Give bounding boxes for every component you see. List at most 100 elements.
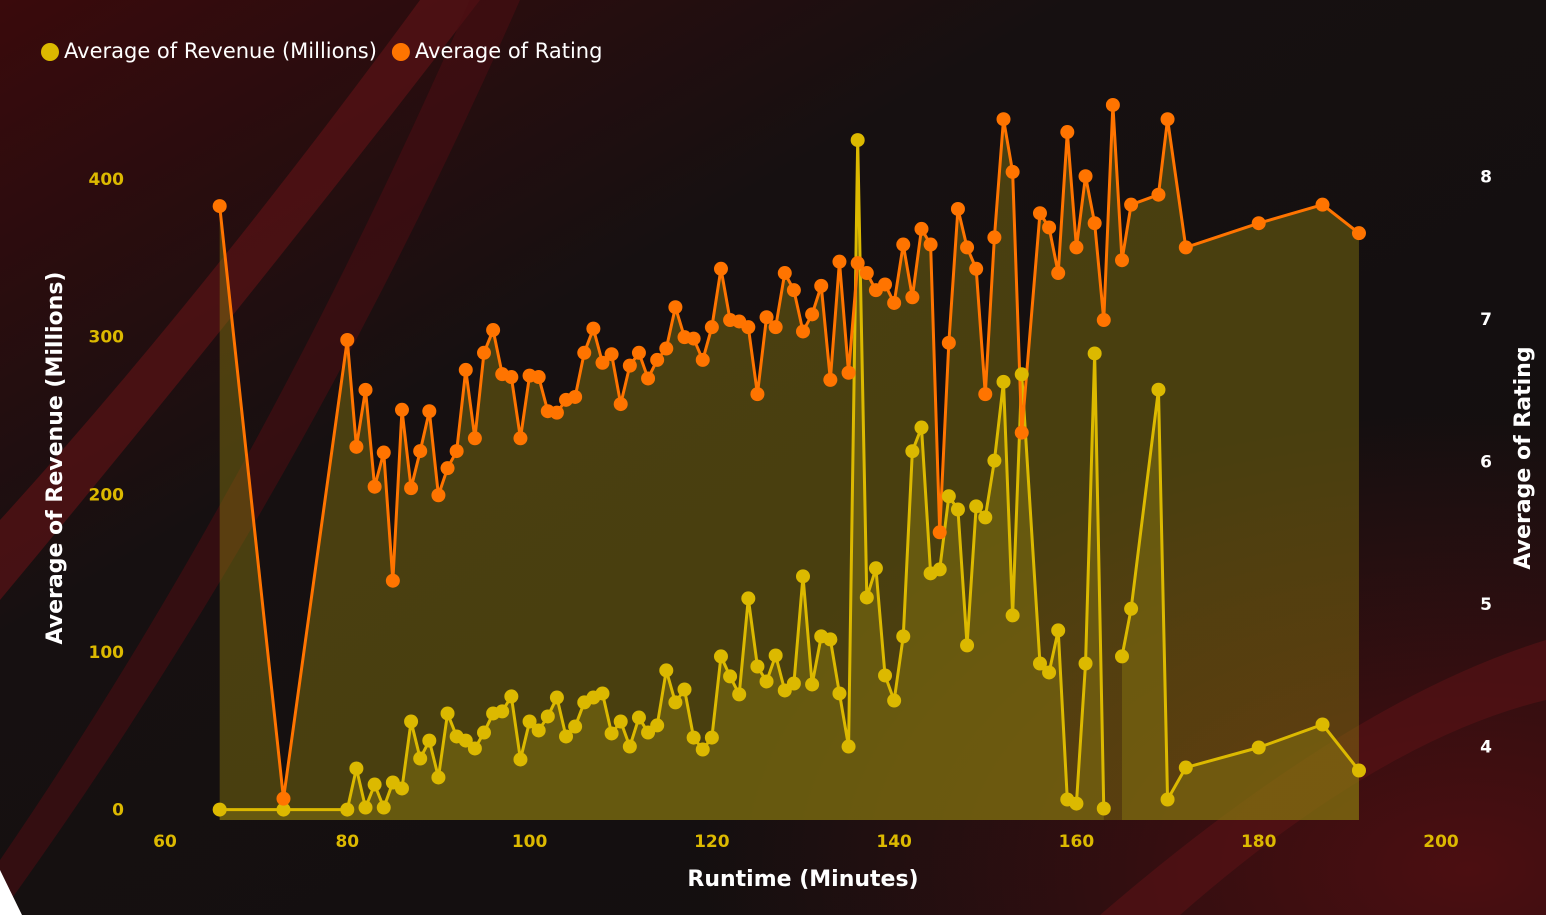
- data-point: [923, 237, 938, 252]
- data-point: [422, 404, 437, 419]
- data-point: [978, 387, 993, 402]
- series-area: [219, 104, 1359, 821]
- y-tick-label: 100: [89, 643, 125, 663]
- data-point: [394, 781, 409, 796]
- data-point: [996, 112, 1011, 127]
- data-point: [786, 676, 801, 691]
- data-point: [723, 669, 738, 684]
- data-point: [650, 718, 665, 733]
- x-tick-label: 200: [1423, 832, 1459, 852]
- data-point: [859, 266, 874, 281]
- data-point: [960, 638, 975, 653]
- series-area: [1122, 389, 1359, 820]
- x-tick-label: 180: [1241, 832, 1277, 852]
- data-point: [1115, 253, 1129, 268]
- data-point: [1069, 240, 1084, 255]
- data-point: [1124, 601, 1139, 616]
- x-tick-label: 80: [335, 832, 359, 852]
- data-point: [1151, 382, 1166, 397]
- data-point: [504, 370, 519, 385]
- data-point: [1124, 197, 1139, 212]
- x-tick-label: 100: [512, 832, 548, 852]
- data-point: [796, 324, 810, 339]
- data-point: [1315, 197, 1330, 212]
- decor-swoosh: [0, 0, 520, 915]
- data-point: [613, 714, 628, 729]
- y-axis-title: Average of Revenue (Millions): [43, 272, 68, 645]
- data-point: [413, 751, 428, 766]
- x-tick-label: 140: [876, 832, 912, 852]
- data-point: [1042, 665, 1057, 680]
- data-point: [1351, 226, 1366, 241]
- data-point: [1115, 649, 1129, 664]
- data-point: [941, 335, 956, 350]
- data-point: [905, 290, 920, 305]
- data-point: [1014, 425, 1029, 440]
- data-point: [631, 345, 646, 360]
- data-point: [477, 725, 491, 740]
- data-point: [522, 714, 537, 729]
- data-point: [467, 431, 482, 446]
- data-point: [568, 719, 583, 734]
- decor-swoosh: [1100, 640, 1546, 915]
- data-point: [577, 345, 592, 360]
- data-point: [704, 320, 719, 335]
- data-point: [1078, 656, 1093, 671]
- data-point: [458, 733, 473, 748]
- data-point: [367, 777, 382, 792]
- data-point: [1005, 164, 1020, 179]
- data-point: [586, 321, 601, 336]
- data-point: [960, 240, 975, 255]
- data-point: [841, 739, 856, 754]
- data-point: [513, 431, 528, 446]
- data-point: [914, 420, 929, 435]
- data-point: [449, 444, 464, 459]
- data-point: [394, 402, 409, 417]
- data-point: [896, 629, 911, 644]
- data-point: [513, 752, 528, 767]
- data-point: [941, 489, 956, 504]
- data-point: [832, 254, 847, 269]
- y2-tick-label: 5: [1480, 595, 1492, 615]
- data-point: [987, 230, 1002, 245]
- data-point: [349, 761, 364, 776]
- data-point: [759, 674, 774, 689]
- data-point: [1032, 656, 1047, 671]
- data-point: [850, 133, 865, 148]
- data-point: [768, 320, 783, 335]
- data-point: [668, 300, 683, 315]
- data-point: [440, 706, 455, 721]
- data-point: [367, 479, 382, 494]
- data-point: [932, 562, 947, 577]
- data-point: [212, 802, 227, 817]
- data-point: [1251, 740, 1266, 755]
- data-point: [1069, 796, 1084, 811]
- data-point: [750, 387, 765, 402]
- legend-marker: [391, 43, 410, 61]
- data-point: [850, 256, 865, 271]
- data-point: [622, 358, 637, 373]
- data-point: [1051, 623, 1066, 638]
- data-point: [1014, 367, 1029, 382]
- data-point: [1078, 169, 1093, 184]
- data-point: [440, 461, 455, 476]
- data-point: [704, 730, 719, 745]
- data-point: [878, 668, 893, 683]
- y2-tick-label: 6: [1480, 452, 1492, 472]
- data-point: [969, 499, 984, 514]
- data-point: [1351, 763, 1366, 778]
- data-point: [431, 488, 446, 503]
- data-point: [868, 561, 883, 576]
- data-point: [796, 569, 810, 584]
- data-point: [495, 704, 510, 719]
- data-point: [1178, 240, 1193, 255]
- decor-corner: [0, 870, 22, 915]
- data-point: [741, 591, 756, 606]
- data-point: [805, 677, 820, 692]
- data-point: [540, 709, 555, 724]
- data-point: [404, 481, 419, 496]
- data-point: [950, 502, 965, 517]
- decor-swoosh: [0, 0, 480, 600]
- y2-tick-label: 4: [1480, 737, 1492, 757]
